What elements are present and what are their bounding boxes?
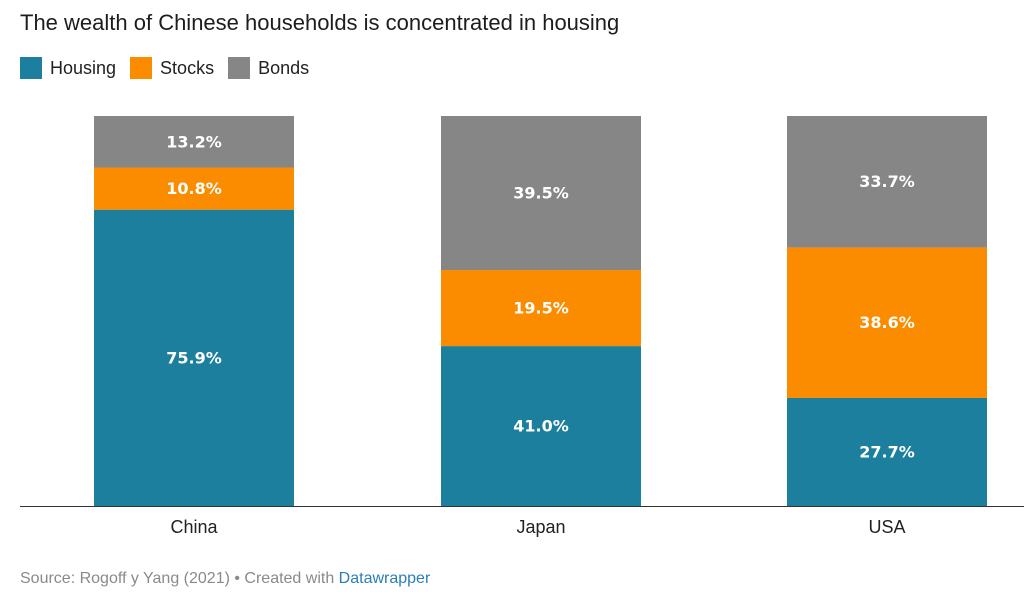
footer: Source: Rogoff y Yang (2021) • Created w… (20, 570, 430, 588)
data-label-china-bonds: 13.2% (166, 132, 222, 151)
legend: Housing Stocks Bonds (20, 57, 323, 79)
data-label-china-housing: 75.9% (166, 348, 222, 367)
data-label-japan-stocks: 19.5% (513, 299, 569, 318)
data-label-china-stocks: 10.8% (166, 179, 222, 198)
legend-item-housing: Housing (20, 57, 116, 79)
legend-item-stocks: Stocks (130, 57, 214, 79)
legend-label-stocks: Stocks (160, 57, 215, 78)
bar-usa-stocks (787, 247, 987, 398)
legend-swatch-housing (20, 57, 42, 79)
datawrapper-link[interactable]: Datawrapper (338, 570, 431, 587)
data-label-usa-housing: 27.7% (859, 442, 915, 461)
bar-china-stocks (94, 167, 294, 210)
bar-china-housing (94, 209, 294, 506)
bar-usa-housing (787, 397, 987, 506)
data-label-japan-housing: 41.0% (513, 417, 569, 436)
data-label-japan-bonds: 39.5% (513, 184, 569, 203)
bar-japan-bonds (441, 116, 641, 271)
source-text: Source: Rogoff y Yang (2021) • Created w… (20, 570, 339, 587)
bar-japan-stocks (441, 270, 641, 347)
chart-title: The wealth of Chinese households is conc… (20, 10, 620, 35)
legend-item-bonds: Bonds (228, 57, 309, 79)
x-tick-label-japan: Japan (516, 517, 565, 537)
bar-japan-housing (441, 346, 641, 506)
x-tick-label-china: China (170, 517, 218, 537)
data-label-usa-stocks: 38.6% (859, 313, 915, 332)
legend-label-bonds: Bonds (258, 57, 310, 78)
bar-china-bonds (94, 116, 294, 168)
data-label-usa-bonds: 33.7% (859, 172, 915, 191)
x-tick-label-usa: USA (868, 517, 905, 537)
legend-swatch-bonds (228, 57, 251, 79)
legend-label-housing: Housing (50, 57, 117, 78)
bar-usa-bonds (787, 116, 987, 248)
legend-swatch-stocks (130, 57, 153, 79)
